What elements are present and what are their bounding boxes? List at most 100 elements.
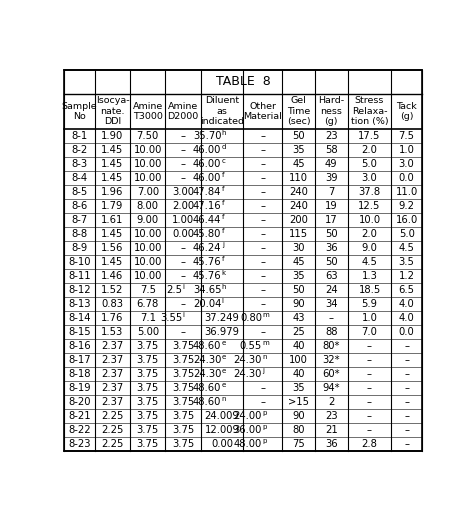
Text: 5.0: 5.0 [399, 229, 415, 239]
Text: 3.75: 3.75 [172, 439, 194, 449]
Text: Hard-
ness
(g): Hard- ness (g) [318, 97, 345, 126]
Text: 200: 200 [289, 215, 308, 225]
Text: 1.3: 1.3 [362, 271, 377, 281]
Text: 3.55: 3.55 [160, 313, 182, 323]
Text: 23: 23 [325, 411, 337, 421]
Text: –: – [260, 299, 265, 309]
Text: 3.75: 3.75 [137, 383, 159, 393]
Text: –: – [181, 173, 186, 183]
Text: 63: 63 [325, 271, 337, 281]
Text: 3.0: 3.0 [399, 159, 414, 169]
Text: 3.00: 3.00 [172, 187, 194, 197]
Text: 24.009: 24.009 [205, 411, 239, 421]
Text: 46.24: 46.24 [193, 243, 221, 253]
Text: 16.0: 16.0 [395, 215, 418, 225]
Text: 75: 75 [292, 439, 305, 449]
Text: 3.75: 3.75 [137, 439, 159, 449]
Text: Amine
T3000: Amine T3000 [133, 102, 163, 121]
Text: 8-23: 8-23 [68, 439, 91, 449]
Text: i: i [183, 284, 185, 290]
Text: 3.75: 3.75 [172, 383, 194, 393]
Text: 2.25: 2.25 [101, 439, 124, 449]
Text: –: – [404, 341, 409, 351]
Text: 45.76: 45.76 [193, 271, 221, 281]
Text: –: – [367, 411, 372, 421]
Text: 115: 115 [289, 229, 308, 239]
Text: –: – [260, 327, 265, 337]
Text: 7: 7 [328, 187, 335, 197]
Text: 3.75: 3.75 [137, 369, 159, 379]
Text: 1.52: 1.52 [101, 285, 124, 295]
Text: 48.60: 48.60 [193, 341, 221, 351]
Text: 12.5: 12.5 [358, 201, 381, 211]
Text: 1.0: 1.0 [362, 313, 377, 323]
Text: 9.00: 9.00 [137, 215, 159, 225]
Text: –: – [260, 285, 265, 295]
Text: f: f [222, 214, 224, 220]
Text: Amine
D2000: Amine D2000 [167, 102, 199, 121]
Text: 8-20: 8-20 [68, 397, 91, 407]
Text: f: f [222, 200, 224, 206]
Text: 7.50: 7.50 [137, 131, 159, 141]
Text: 8-13: 8-13 [68, 299, 91, 309]
Text: n: n [222, 396, 226, 402]
Text: –: – [367, 425, 372, 435]
Text: p: p [262, 410, 267, 416]
Text: 35.70: 35.70 [193, 131, 221, 141]
Text: 0.55: 0.55 [240, 341, 262, 351]
Text: –: – [181, 159, 186, 169]
Text: f: f [222, 186, 224, 192]
Text: 0.0: 0.0 [399, 173, 414, 183]
Text: 39: 39 [325, 173, 337, 183]
Text: –: – [181, 257, 186, 267]
Text: Tack
(g): Tack (g) [396, 102, 417, 121]
Text: 24: 24 [325, 285, 337, 295]
Text: Sample
No: Sample No [62, 102, 97, 121]
Text: 8-10: 8-10 [68, 257, 91, 267]
Text: e: e [222, 382, 226, 388]
Text: –: – [260, 145, 265, 155]
Text: 6.5: 6.5 [399, 285, 415, 295]
Text: 90: 90 [292, 411, 305, 421]
Text: i: i [183, 312, 185, 318]
Text: 1.56: 1.56 [101, 243, 124, 253]
Text: 3.75: 3.75 [137, 425, 159, 435]
Text: Gel
Time
(sec): Gel Time (sec) [287, 97, 310, 126]
Text: 3.75: 3.75 [172, 397, 194, 407]
Text: 36.00: 36.00 [234, 425, 262, 435]
Text: 49: 49 [325, 159, 337, 169]
Text: 80*: 80* [323, 341, 340, 351]
Text: 48.60: 48.60 [193, 397, 221, 407]
Text: 1.45: 1.45 [101, 257, 124, 267]
Text: 47.84: 47.84 [193, 187, 221, 197]
Text: 7.5: 7.5 [399, 131, 415, 141]
Text: 8-14: 8-14 [68, 313, 91, 323]
Text: 1.45: 1.45 [101, 145, 124, 155]
Text: –: – [181, 271, 186, 281]
Text: 1.76: 1.76 [101, 313, 124, 323]
Text: 25: 25 [292, 327, 305, 337]
Text: 36.979: 36.979 [205, 327, 239, 337]
Text: 3.75: 3.75 [172, 341, 194, 351]
Text: 3.75: 3.75 [172, 369, 194, 379]
Text: 46.00: 46.00 [193, 159, 221, 169]
Text: –: – [367, 355, 372, 365]
Text: 8-17: 8-17 [68, 355, 91, 365]
Text: 23: 23 [325, 131, 337, 141]
Text: 50: 50 [292, 285, 305, 295]
Text: 1.45: 1.45 [101, 159, 124, 169]
Text: 3.75: 3.75 [137, 355, 159, 365]
Text: 19: 19 [325, 201, 337, 211]
Text: –: – [329, 313, 334, 323]
Text: 10.00: 10.00 [134, 159, 162, 169]
Text: 45: 45 [292, 159, 305, 169]
Text: 240: 240 [289, 201, 308, 211]
Text: 94*: 94* [322, 383, 340, 393]
Text: 17.5: 17.5 [358, 131, 381, 141]
Text: 7.1: 7.1 [140, 313, 156, 323]
Text: 2.0: 2.0 [362, 145, 377, 155]
Text: 40: 40 [292, 341, 305, 351]
Text: 8-22: 8-22 [68, 425, 91, 435]
Text: 80: 80 [292, 425, 305, 435]
Text: –: – [260, 173, 265, 183]
